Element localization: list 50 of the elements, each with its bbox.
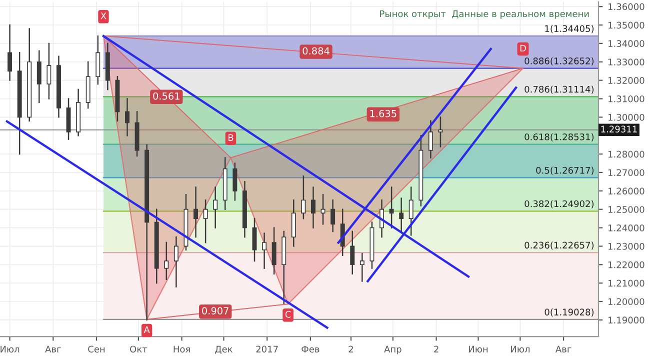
x-tick-label: Дек: [215, 346, 232, 354]
y-tick-label: 1.31000: [608, 95, 644, 102]
y-tick-label: 1.35000: [608, 22, 644, 29]
ref-line-label: 0.786(1.31114): [524, 86, 594, 94]
x-tick-label: Июл: [511, 346, 530, 353]
y-tick-label: 1.24000: [608, 224, 644, 232]
y-tick-label: 1.27000: [608, 169, 644, 176]
ref-line-label: 0.382(1.24902): [524, 200, 594, 208]
x-tick-label: Июл: [0, 346, 20, 353]
annotation: 0.561: [153, 92, 180, 100]
ref-line-label: 0.886(1.32652): [524, 57, 594, 66]
y-tick-label: 1.26000: [608, 188, 644, 194]
annotation: C: [285, 310, 291, 318]
x-tick-label: 2: [434, 346, 438, 352]
y-tick-label: 1.30000: [608, 114, 644, 121]
annotation: 0.907: [202, 307, 228, 314]
x-tick-label: 2017: [256, 346, 278, 353]
y-tick-label: 1.33000: [608, 58, 644, 66]
annotation: Рынок открыт Данные в реальном времени: [380, 10, 589, 19]
x-tick-label: Июн: [469, 346, 488, 353]
y-tick-label: 1.21000: [608, 280, 644, 287]
x-tick-label: Авг: [45, 346, 61, 352]
y-tick-label: 1.28000: [608, 150, 644, 158]
x-tick-label: Фев: [302, 346, 320, 353]
x-tick-label: Апр: [384, 346, 402, 354]
y-tick-label: 1.20000: [608, 298, 644, 306]
y-tick-label: 1.34000: [608, 40, 644, 48]
x-tick-label: 2: [348, 346, 353, 352]
annotation: D: [520, 44, 526, 52]
x-tick-label: Авг: [555, 346, 572, 352]
y-tick-label: 1.32000: [608, 77, 644, 84]
annotation: 1.635: [370, 110, 396, 118]
annotation: 0.884: [302, 47, 330, 55]
x-tick-label: Окт: [130, 346, 148, 353]
y-tick-label: 1.19000: [608, 316, 644, 324]
ref-line-label: 1.29311: [601, 126, 637, 132]
y-tick-label: 1.23000: [608, 242, 644, 250]
x-tick-label: Ноя: [174, 346, 190, 353]
ref-line-label: 1(1.34405): [545, 25, 594, 34]
ref-line-label: 0.618(1.28531): [524, 133, 594, 142]
ref-line-label: 0.5(1.26717): [536, 166, 594, 175]
x-tick-label: Сен: [88, 346, 105, 353]
y-tick-label: 1.25000: [608, 206, 644, 213]
annotation: A: [144, 326, 150, 333]
ref-line-label: 0.236(1.22657): [524, 242, 594, 250]
y-tick-label: 1.22000: [608, 261, 644, 268]
ref-line-label: 0(1.19028): [544, 308, 594, 317]
annotation: B: [228, 134, 234, 141]
y-tick-label: 1.36000: [608, 3, 644, 10]
annotation: X: [100, 12, 106, 20]
